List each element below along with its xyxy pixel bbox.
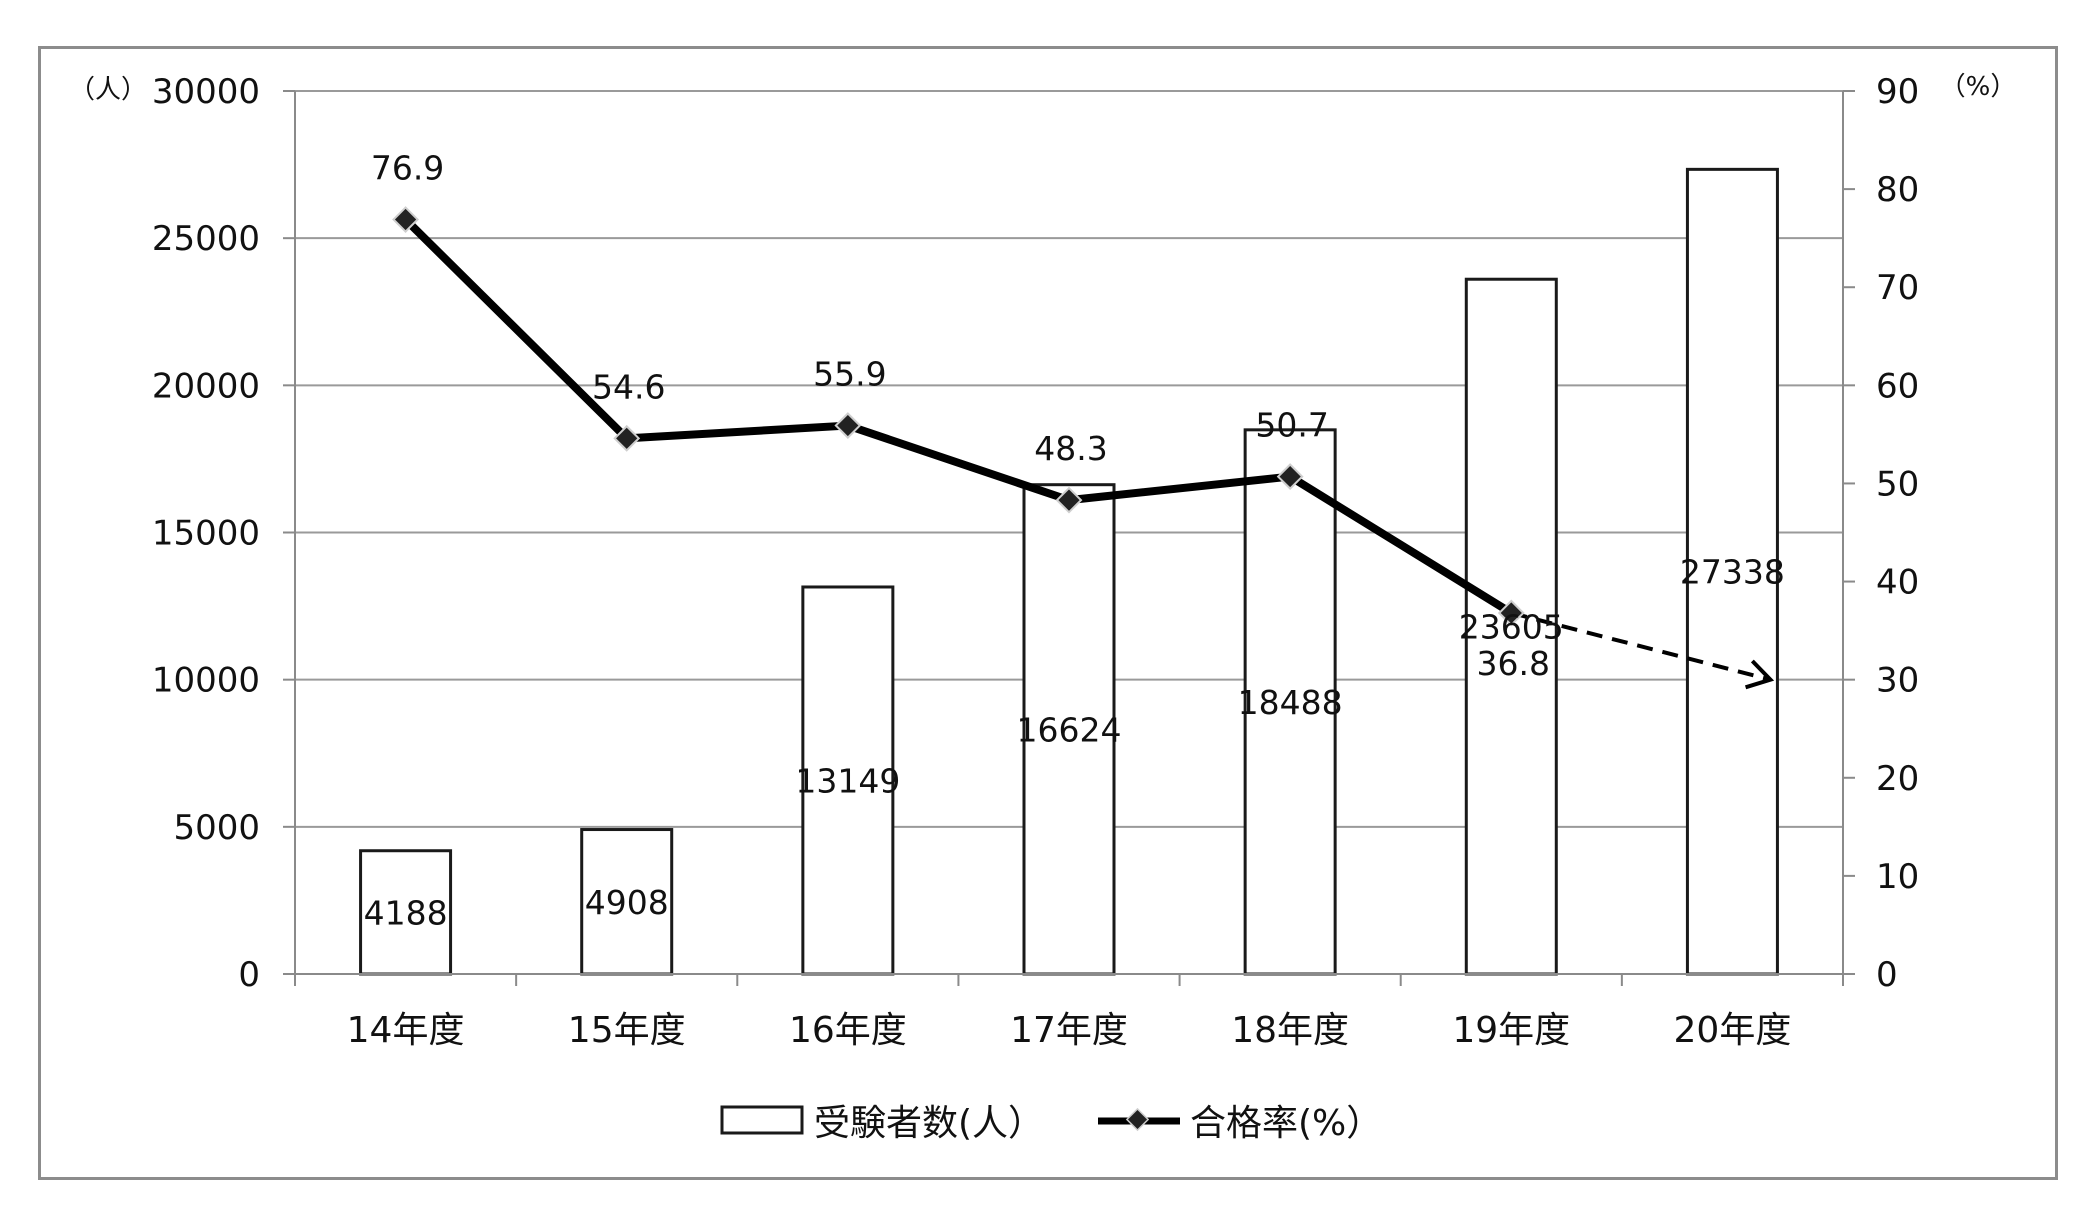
- left-axis-tick-label: 25000: [152, 219, 260, 259]
- rate-value-label: 36.8: [1477, 644, 1550, 683]
- bar-series: [359, 167, 1779, 976]
- bar: [359, 849, 453, 976]
- right-axis-tick-label: 90: [1876, 72, 1919, 112]
- legend-bar-swatch: [720, 1105, 804, 1135]
- right-axis-tick-label: 30: [1876, 661, 1919, 701]
- x-axis-tick-label: 15年度: [568, 1010, 686, 1051]
- legend: 受験者数(人） 合格率(%）: [720, 1103, 1382, 1144]
- legend-bar-label: 受験者数(人）: [814, 1103, 1044, 1144]
- left-axis-tick-label: 10000: [152, 661, 260, 701]
- rate-marker: [1276, 463, 1304, 491]
- rate-marker: [392, 206, 420, 233]
- left-axis-tick-label: 15000: [152, 514, 260, 554]
- line-series: [392, 206, 1775, 690]
- bar-value-label: 16624: [1017, 710, 1122, 749]
- left-axis-tick-label: 20000: [152, 366, 260, 406]
- rate-marker: [1055, 486, 1083, 514]
- rate-value-label: 48.3: [1034, 429, 1107, 468]
- legend-line-marker: [1125, 1107, 1150, 1132]
- right-axis-tick-label: 40: [1876, 563, 1919, 603]
- bar: [801, 585, 895, 976]
- right-axis-tick-label: 70: [1876, 268, 1919, 308]
- right-axis-tick-label: 20: [1876, 759, 1919, 799]
- bar-value-label: 23605: [1459, 608, 1564, 647]
- right-axis-tick-label: 50: [1876, 464, 1919, 504]
- rate-value-label: 54.6: [592, 367, 665, 406]
- left-axis-tick-label: 0: [238, 955, 260, 995]
- rate-marker: [834, 412, 862, 439]
- left-axis-tick-label: 30000: [152, 72, 260, 112]
- right-axis-tick-label: 80: [1876, 170, 1919, 210]
- rate-value-label: 55.9: [813, 355, 886, 394]
- right-axis-tick-label: 10: [1876, 857, 1919, 897]
- bar: [1022, 483, 1116, 976]
- gridlines: [295, 90, 1843, 828]
- bar: [1685, 167, 1779, 976]
- projection-arrowhead: [1744, 659, 1775, 690]
- axes: 0 5000 10000 15000 20000 25000 30000 0 10 20 30 40 5…: [152, 72, 1919, 1051]
- x-axis-tick-label: 16年度: [789, 1010, 907, 1051]
- rate-marker: [1497, 599, 1525, 627]
- right-axis-tick-label: 0: [1876, 955, 1898, 995]
- projection-line: [1510, 611, 1771, 682]
- left-axis-tick-label: 5000: [173, 808, 260, 848]
- rate-value-label: 50.7: [1255, 406, 1328, 445]
- rate-marker: [613, 424, 641, 452]
- x-axis-tick-label: 19年度: [1452, 1010, 1570, 1051]
- x-axis-tick-label: 20年度: [1674, 1010, 1792, 1051]
- bar-value-label: 4908: [585, 883, 669, 922]
- bar: [1464, 277, 1558, 976]
- data-labels: 4188 4908 13149 16624 18488 23605 27338 76.9 54.…: [364, 149, 1785, 933]
- bar-value-label: 4188: [364, 893, 448, 932]
- rate-value-label: 76.9: [371, 149, 444, 188]
- x-axis-tick-label: 18年度: [1231, 1010, 1349, 1051]
- x-axis-tick-label: 17年度: [1010, 1010, 1128, 1051]
- bar-value-label: 13149: [795, 761, 900, 800]
- bar: [580, 828, 674, 976]
- legend-line-label: 合格率(%）: [1190, 1103, 1382, 1144]
- right-axis-tick-label: 60: [1876, 366, 1919, 406]
- right-axis-unit: （%）: [1940, 72, 2017, 102]
- bar-value-label: 18488: [1238, 683, 1343, 722]
- bar-value-label: 27338: [1680, 553, 1785, 592]
- bar: [1243, 428, 1337, 976]
- left-axis-unit: （人）: [69, 75, 147, 105]
- rate-line: [402, 216, 1514, 617]
- x-axis-tick-label: 14年度: [347, 1010, 465, 1051]
